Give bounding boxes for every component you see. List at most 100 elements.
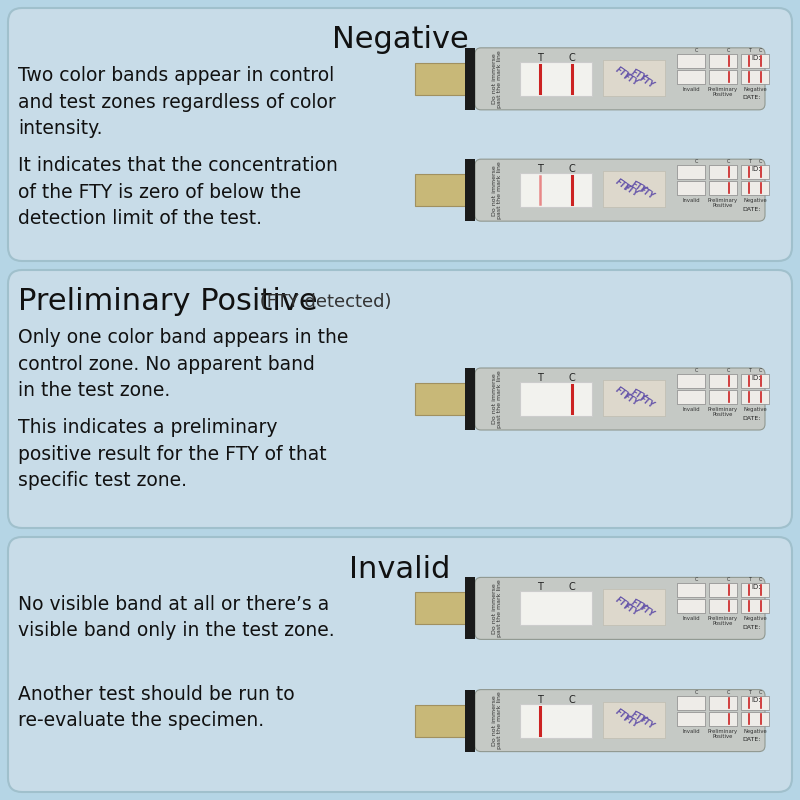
Text: This indicates a preliminary
positive result for the FTY of that
specific test z: This indicates a preliminary positive re…: [18, 418, 326, 490]
Text: C: C: [727, 578, 730, 582]
Text: T: T: [748, 690, 751, 694]
Text: FTY: FTY: [622, 602, 640, 618]
FancyBboxPatch shape: [8, 8, 792, 261]
Text: DATE:: DATE:: [742, 737, 761, 742]
Bar: [677, 599, 705, 614]
Text: Invalid: Invalid: [350, 554, 450, 583]
Text: Negative: Negative: [743, 87, 767, 92]
Text: Do not immerse
past the mark line: Do not immerse past the mark line: [492, 370, 502, 428]
Text: Negative: Negative: [743, 616, 767, 622]
Text: FTY: FTY: [638, 185, 656, 202]
Bar: [741, 181, 769, 195]
Bar: [709, 374, 737, 388]
Text: Two color bands appear in control
and test zones regardless of color
intensity.: Two color bands appear in control and te…: [18, 66, 336, 138]
Text: Negative: Negative: [743, 407, 767, 412]
Bar: [677, 70, 705, 84]
Text: C: C: [695, 368, 698, 373]
Text: C: C: [727, 368, 730, 373]
Bar: [709, 583, 737, 598]
Bar: [603, 171, 665, 207]
Text: FTY: FTY: [630, 68, 648, 83]
FancyBboxPatch shape: [475, 578, 765, 639]
Text: Invalid: Invalid: [682, 729, 700, 734]
Text: Preliminary
Positive: Preliminary Positive: [708, 616, 738, 626]
Text: C: C: [759, 578, 762, 582]
Bar: [677, 583, 705, 598]
Bar: [709, 70, 737, 84]
Bar: [677, 165, 705, 179]
Text: C: C: [759, 690, 762, 694]
Text: T: T: [538, 694, 543, 705]
Text: C: C: [759, 368, 762, 373]
Text: Do not immerse
past the mark line: Do not immerse past the mark line: [492, 162, 502, 219]
Text: C: C: [569, 373, 575, 383]
Bar: [520, 62, 592, 96]
Text: FTY: FTY: [630, 710, 648, 726]
Text: C: C: [695, 578, 698, 582]
Text: Do not immerse
past the mark line: Do not immerse past the mark line: [492, 692, 502, 750]
Text: FTY: FTY: [638, 603, 656, 619]
Bar: [709, 696, 737, 710]
Text: FTY: FTY: [638, 394, 656, 410]
Text: C: C: [569, 53, 575, 63]
Text: C: C: [727, 159, 730, 164]
Text: DATE:: DATE:: [742, 206, 761, 212]
Text: C: C: [569, 164, 575, 174]
Text: C: C: [569, 582, 575, 592]
Text: C: C: [695, 690, 698, 694]
Text: Negative: Negative: [743, 198, 767, 203]
Text: FTY: FTY: [622, 72, 640, 88]
Text: Negative: Negative: [743, 729, 767, 734]
Bar: [465, 690, 475, 752]
Text: FTY: FTY: [614, 386, 632, 402]
Bar: [741, 374, 769, 388]
Text: Preliminary
Positive: Preliminary Positive: [708, 407, 738, 417]
Bar: [741, 696, 769, 710]
Text: DATE:: DATE:: [742, 95, 761, 100]
Text: (FTY detected): (FTY detected): [254, 293, 391, 311]
Bar: [603, 380, 665, 416]
Bar: [677, 181, 705, 195]
Bar: [465, 368, 475, 430]
FancyBboxPatch shape: [8, 537, 792, 792]
Bar: [415, 383, 470, 415]
Bar: [603, 702, 665, 738]
Text: It indicates that the concentration
of the FTY is zero of below the
detection li: It indicates that the concentration of t…: [18, 156, 338, 228]
Text: Invalid: Invalid: [682, 407, 700, 412]
Bar: [465, 48, 475, 110]
Text: C: C: [695, 48, 698, 53]
Text: C: C: [759, 159, 762, 164]
Text: Do not immerse
past the mark line: Do not immerse past the mark line: [492, 50, 502, 108]
Bar: [709, 165, 737, 179]
Text: FTY: FTY: [622, 392, 640, 408]
Bar: [741, 70, 769, 84]
Text: FTY: FTY: [638, 74, 656, 90]
Bar: [741, 583, 769, 598]
FancyBboxPatch shape: [8, 270, 792, 528]
FancyBboxPatch shape: [475, 368, 765, 430]
Text: C: C: [727, 48, 730, 53]
Text: Do not immerse
past the mark line: Do not immerse past the mark line: [492, 579, 502, 638]
Text: ID:: ID:: [751, 166, 761, 172]
Text: FTY: FTY: [614, 177, 632, 194]
Text: T: T: [538, 164, 543, 174]
Text: FTY: FTY: [630, 598, 648, 613]
Bar: [677, 712, 705, 726]
Text: T: T: [748, 48, 751, 53]
Text: ID:: ID:: [751, 55, 761, 61]
Bar: [415, 705, 470, 737]
Bar: [741, 54, 769, 68]
Bar: [415, 592, 470, 624]
Text: FTY: FTY: [622, 714, 640, 730]
Bar: [741, 165, 769, 179]
Text: ID:: ID:: [751, 697, 761, 702]
Text: Preliminary
Positive: Preliminary Positive: [708, 729, 738, 738]
Text: FTY: FTY: [638, 715, 656, 732]
Text: Invalid: Invalid: [682, 198, 700, 203]
Text: T: T: [538, 373, 543, 383]
Text: Invalid: Invalid: [682, 87, 700, 92]
FancyBboxPatch shape: [475, 159, 765, 221]
Text: C: C: [759, 48, 762, 53]
Text: T: T: [748, 578, 751, 582]
Bar: [520, 591, 592, 626]
